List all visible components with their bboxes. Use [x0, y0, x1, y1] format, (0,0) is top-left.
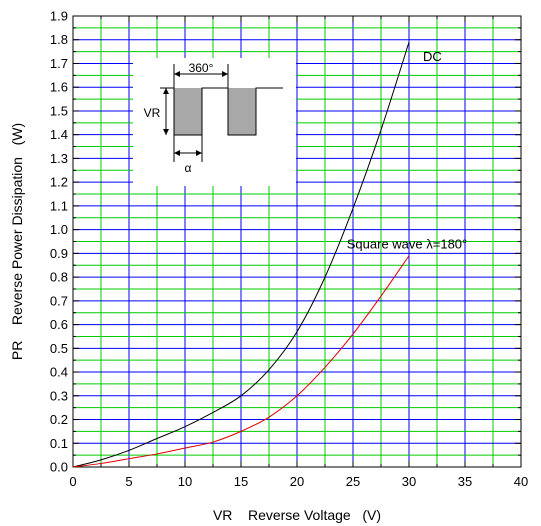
inset-period-label: 360°: [189, 61, 214, 75]
x-tick-label: 40: [514, 474, 528, 489]
x-tick-label: 20: [290, 474, 304, 489]
y-tick-label: 0.7: [50, 293, 68, 308]
y-tick-label: 1.5: [50, 103, 68, 118]
y-tick-label: 0.1: [50, 436, 68, 451]
square-wave-series-label: Square wave λ=180°: [347, 237, 467, 252]
x-axis-title: VR Reverse Voltage (V): [213, 507, 381, 523]
x-tick-label: 10: [178, 474, 192, 489]
x-tick-label: 25: [346, 474, 360, 489]
y-tick-label: 1.0: [50, 222, 68, 237]
y-tick-label: 1.2: [50, 175, 68, 190]
inset-background: [133, 58, 296, 186]
dc-series-label: DC: [423, 49, 442, 64]
y-tick-label: 1.7: [50, 56, 68, 71]
y-tick-label: 0.6: [50, 317, 68, 332]
series-lines: [72, 41, 410, 468]
grid-horizontal-lines: [73, 27, 521, 456]
square-wave-series-line: [72, 255, 410, 468]
axis-ticks: [72, 15, 522, 468]
y-axis-title: PR Reverse Power Dissipation (W): [9, 123, 25, 360]
inset-waveform: [160, 87, 283, 136]
inset-width-arrowheads: [174, 150, 202, 156]
dc-series-line: [72, 41, 410, 468]
waveform-inset: 360° VR α: [133, 58, 296, 186]
y-tick-label: 1.3: [50, 151, 68, 166]
x-tick-label: 35: [458, 474, 472, 489]
x-tick-label: 15: [234, 474, 248, 489]
y-tick-label: 1.9: [50, 9, 68, 24]
x-tick-label: 0: [69, 474, 76, 489]
inset-period-arrowheads: [174, 71, 228, 77]
y-tick-labels: 0.0 0.1 0.2 0.3 0.4 0.5 0.6 0.7 0.8 0.9 1.0 1.1 1.2 1…: [50, 9, 68, 475]
x-tick-label: 30: [402, 474, 416, 489]
y-tick-label: 0.8: [50, 270, 68, 285]
inset-pulse-1: [174, 88, 202, 135]
y-tick-label: 0.5: [50, 341, 68, 356]
y-tick-label: 0.2: [50, 412, 68, 427]
inset-width-label: α: [185, 161, 192, 175]
x-tick-label: 5: [125, 474, 132, 489]
y-tick-label: 1.6: [50, 80, 68, 95]
y-tick-label: 0.3: [50, 388, 68, 403]
y-tick-label: 0.9: [50, 246, 68, 261]
inset-pulse-2: [228, 88, 256, 135]
y-tick-label: 1.1: [50, 198, 68, 213]
y-tick-label: 1.8: [50, 32, 68, 47]
y-tick-label: 1.4: [50, 127, 68, 142]
inset-amplitude-label: VR: [144, 106, 161, 120]
y-tick-label: 0.4: [50, 365, 68, 380]
y-tick-label: 0.0: [50, 460, 68, 475]
x-tick-labels: 0 5 10 15 20 25 30 35 40: [69, 474, 528, 489]
